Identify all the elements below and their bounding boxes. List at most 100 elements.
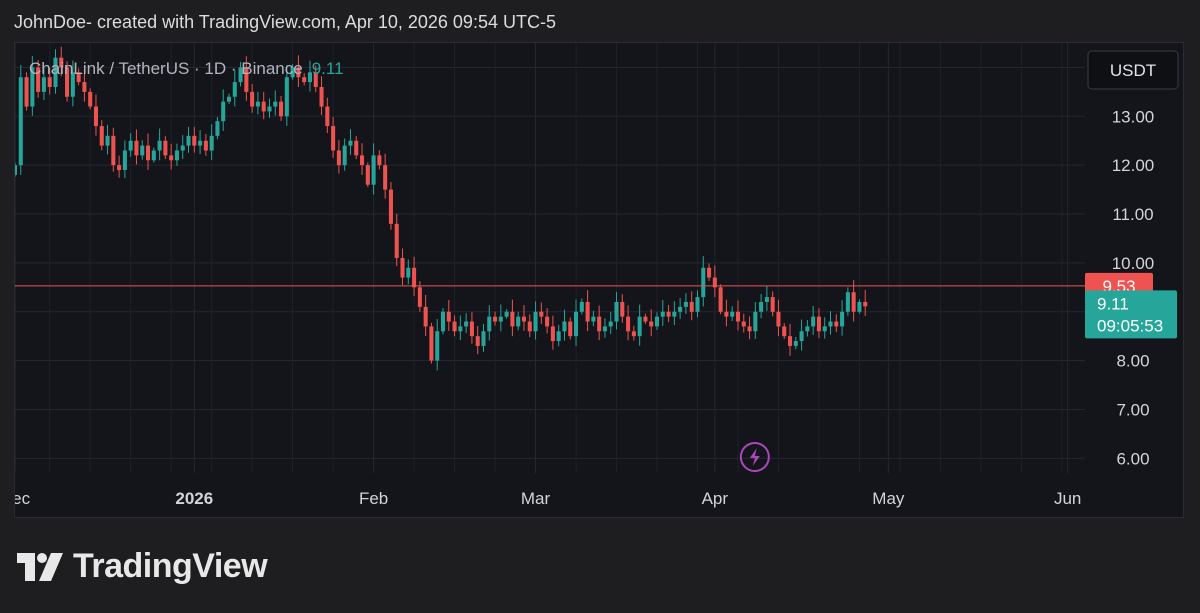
y-tick-label: 12.00 — [1112, 156, 1155, 175]
candle-body — [822, 326, 827, 332]
candle-body — [209, 135, 214, 151]
candle-body — [307, 72, 312, 83]
candle-body — [533, 311, 538, 332]
candle-body — [53, 57, 58, 87]
candle-body — [18, 77, 23, 166]
candle-body — [313, 72, 318, 87]
candle-body — [724, 311, 729, 317]
candle-body — [169, 155, 174, 161]
candle-body — [735, 311, 740, 322]
candle-body — [198, 140, 203, 146]
candle-body — [261, 101, 266, 112]
candle-body — [24, 77, 29, 107]
candle-body — [15, 165, 18, 175]
candle-body — [290, 67, 295, 78]
x-tick-label: Dec — [15, 489, 31, 508]
candle-body — [117, 165, 122, 171]
candle-body — [504, 311, 509, 317]
candle-body — [712, 277, 717, 288]
candle-body — [475, 336, 480, 346]
candle-body — [683, 301, 688, 307]
candle-body — [446, 311, 451, 322]
candle-body — [689, 301, 694, 312]
candle-body — [649, 321, 654, 327]
candle-body — [319, 86, 324, 107]
candle-body — [284, 77, 289, 117]
chart-title: ChainLink / TetherUS · 1D · Binance — [29, 59, 303, 78]
candle-body — [666, 311, 671, 317]
candle-body — [654, 316, 660, 327]
candle-body — [157, 140, 162, 151]
price-chart[interactable]: 6.00 7.00 8.00 10.00 11.00 12.00 13.00 Dec 2026 F… — [15, 43, 1183, 517]
candle-body — [65, 67, 70, 97]
candle-body — [412, 267, 417, 288]
candle-body — [47, 77, 52, 87]
candle-body — [556, 331, 561, 342]
candle-body — [406, 267, 411, 278]
candle-body — [383, 165, 388, 190]
alert-icon[interactable] — [739, 442, 770, 472]
tradingview-logo-icon — [17, 552, 63, 581]
candle-body — [776, 311, 781, 327]
candle-body — [221, 101, 226, 122]
candle-body — [545, 316, 550, 327]
candle-body — [828, 321, 833, 327]
candle-body — [232, 82, 237, 97]
candle-body — [597, 316, 602, 332]
candle-body — [631, 331, 636, 337]
candle-body — [851, 292, 856, 312]
candle-body — [834, 321, 839, 327]
candle-body — [799, 331, 804, 342]
candle-body — [811, 316, 816, 327]
candle-body — [608, 321, 613, 327]
candle-body — [105, 135, 110, 146]
candle-body — [788, 336, 793, 346]
candle-body — [701, 267, 706, 298]
candle-body — [128, 140, 133, 151]
candle-body — [452, 321, 457, 332]
candle-body — [267, 106, 272, 112]
x-tick-label: May — [872, 489, 905, 508]
candle-body — [487, 316, 492, 332]
candle-body — [493, 316, 498, 322]
candle-body — [146, 145, 151, 161]
candle-body — [244, 67, 249, 92]
candle-body — [163, 140, 168, 156]
candle-body — [76, 72, 81, 83]
tradingview-logo: TradingView — [17, 547, 268, 586]
candle-body — [371, 155, 376, 185]
candle-body — [730, 311, 735, 317]
candle-body — [695, 297, 700, 312]
candle-body — [579, 301, 584, 312]
candle-body — [816, 316, 821, 332]
candle-body — [678, 306, 683, 312]
candle-body — [226, 96, 232, 102]
x-tick-label: Jun — [1054, 489, 1081, 508]
candle-body — [672, 311, 677, 317]
y-tick-label: 10.00 — [1112, 254, 1155, 273]
candle-body — [30, 67, 35, 107]
chart-attribution: JohnDoe- created with TradingView.com, A… — [14, 12, 556, 32]
candle-body — [354, 140, 359, 156]
candle-body — [510, 311, 515, 327]
candle-body — [41, 77, 46, 92]
candle-body — [59, 57, 64, 68]
currency-button[interactable]: USDT — [1087, 50, 1179, 90]
candle-body — [857, 301, 862, 312]
candle-body — [481, 331, 486, 346]
candle-body — [203, 140, 208, 151]
candle-body — [250, 91, 255, 107]
candle-body — [255, 101, 260, 107]
current-price-label: 9.11 — [1097, 294, 1129, 313]
candle-body — [302, 77, 307, 83]
candle-body — [469, 321, 474, 337]
candle-body — [660, 311, 665, 317]
candle-body — [498, 316, 503, 322]
candle-body — [521, 316, 526, 322]
candle-body — [516, 316, 521, 327]
y-tick-label: 6.00 — [1116, 449, 1149, 468]
candles — [15, 46, 868, 371]
candle-body — [134, 140, 139, 156]
chart-legend: ChainLink / TetherUS · 1D · Binance 9.11 — [29, 59, 344, 78]
chart-panel[interactable]: 6.00 7.00 8.00 10.00 11.00 12.00 13.00 Dec 2026 F… — [14, 42, 1184, 518]
